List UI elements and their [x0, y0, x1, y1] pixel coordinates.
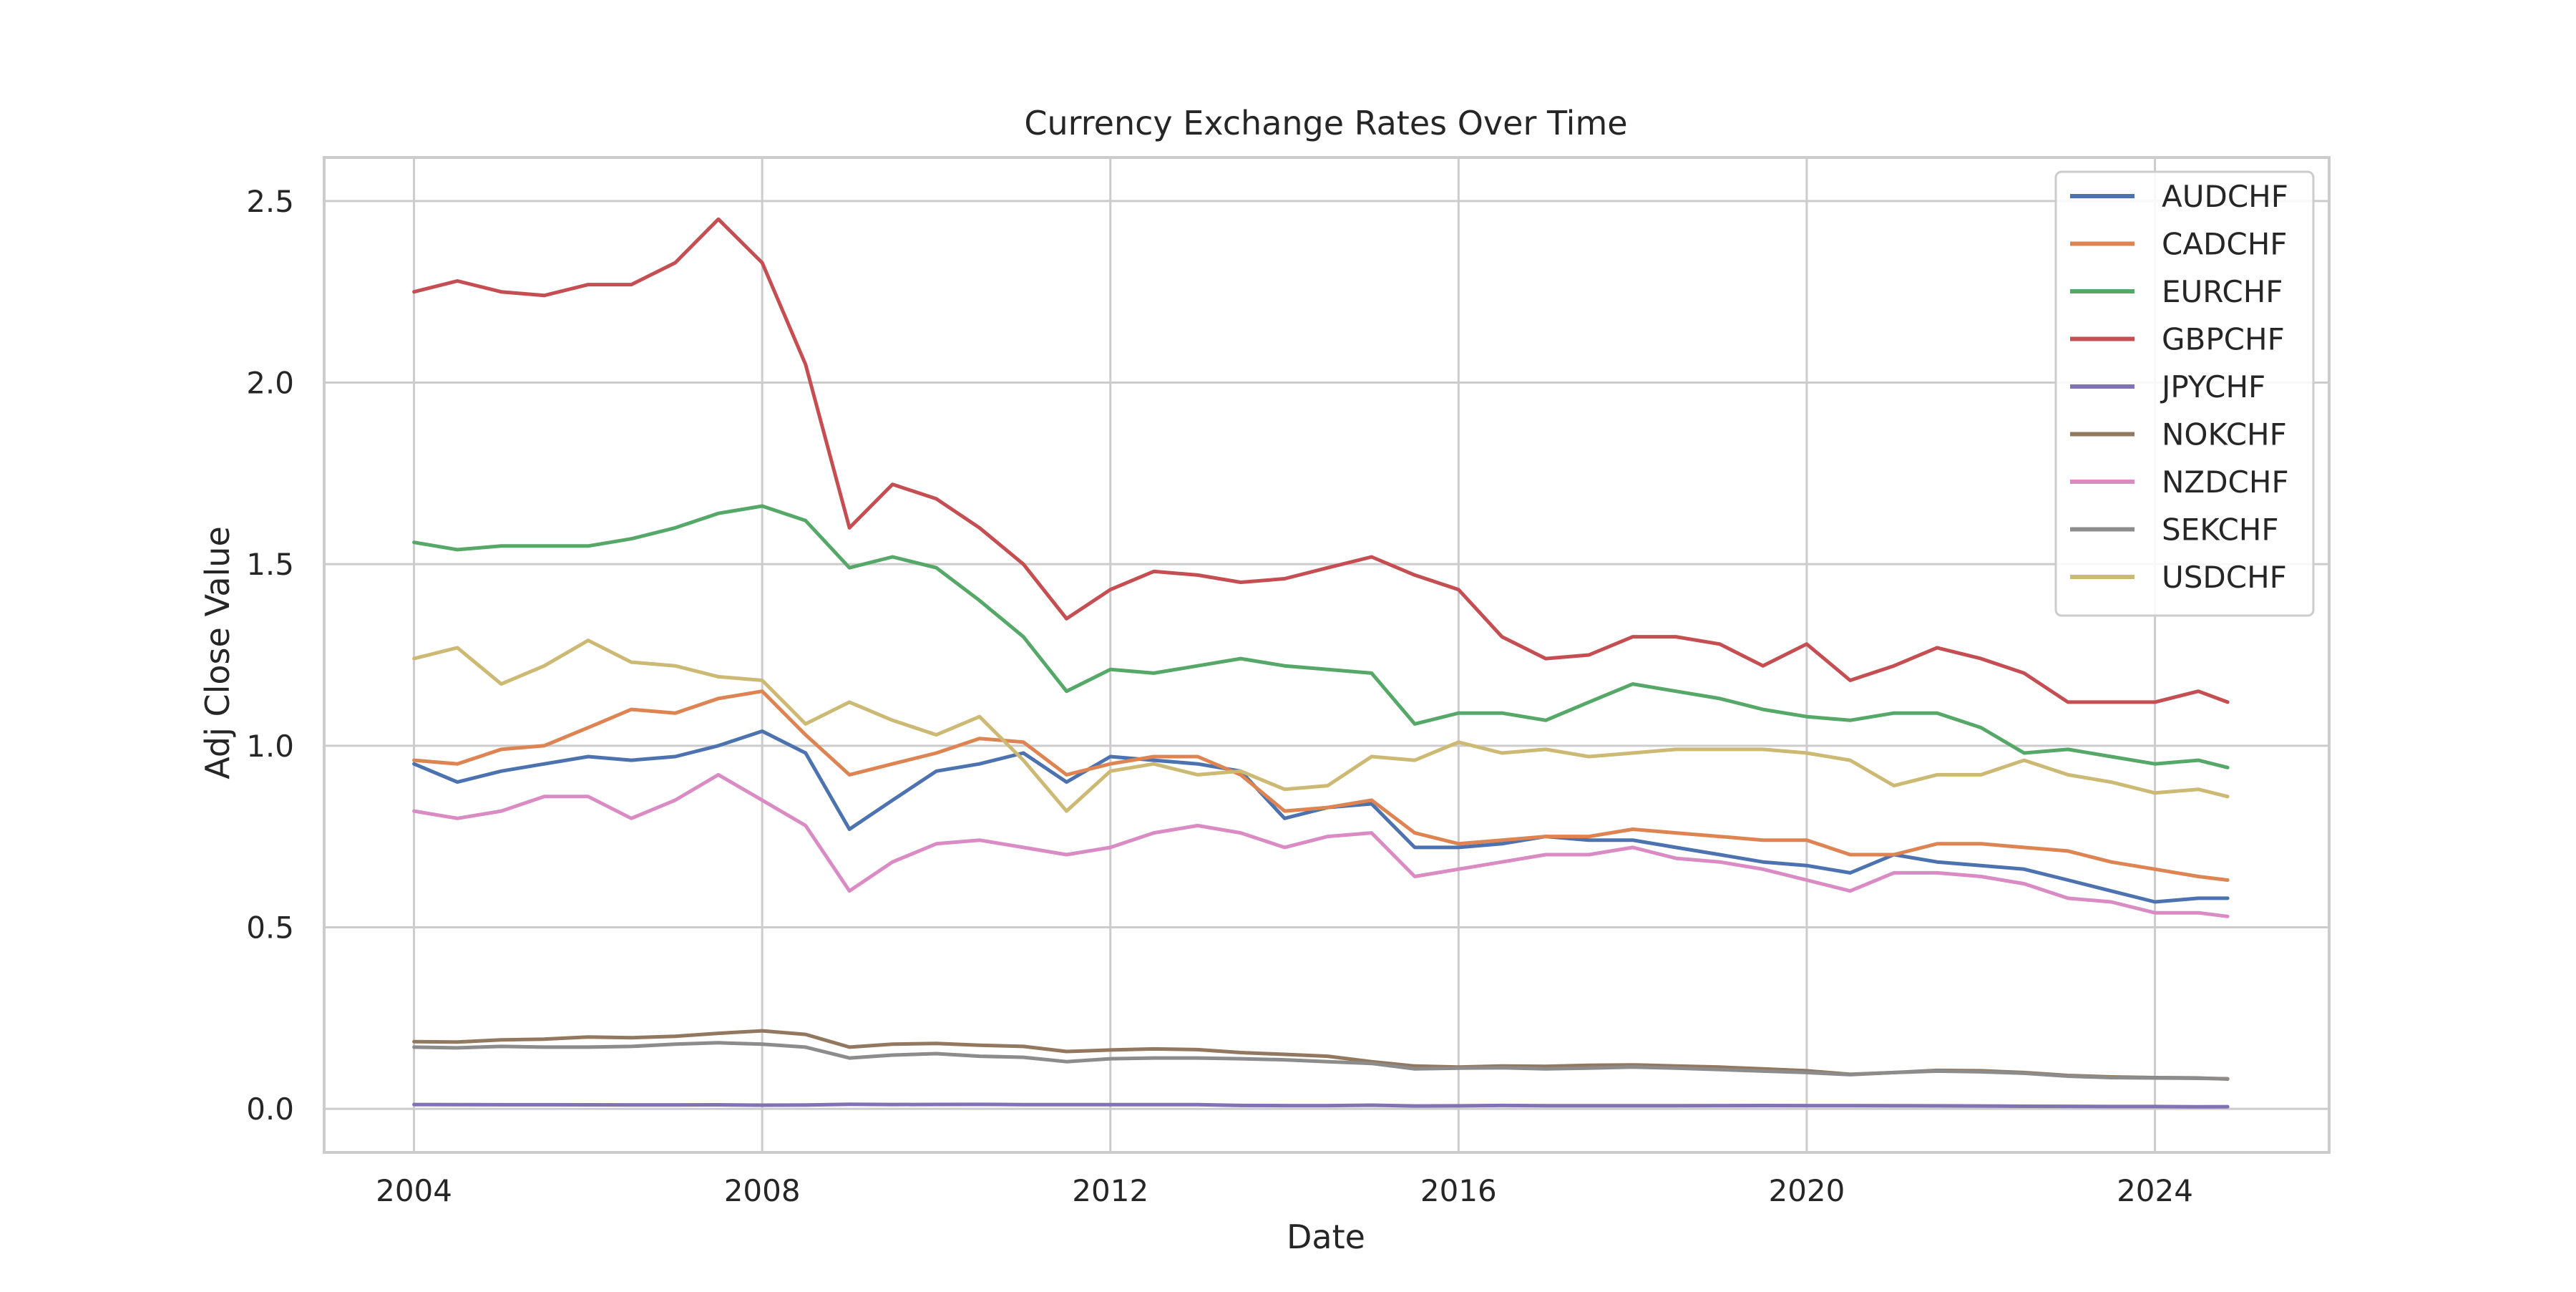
- plot-frame: [323, 156, 2331, 1154]
- x-tick-label: 2020: [1768, 1173, 1845, 1208]
- legend-label-nzdchf: NZDCHF: [2162, 465, 2289, 500]
- y-tick-label: 1.5: [246, 547, 294, 582]
- series-line-cadchf: [412, 689, 2230, 882]
- legend-label-gbpchf: GBPCHF: [2162, 322, 2285, 357]
- legend-label-nokchf: NOKCHF: [2162, 417, 2287, 452]
- legend-label-eurchf: EURCHF: [2162, 274, 2283, 309]
- series-line-audchf: [412, 729, 2230, 904]
- y-tick-label: 2.5: [246, 184, 294, 219]
- x-axis-title: Date: [1287, 1218, 1365, 1256]
- tick-labels: 2004 2008 2012 2016 2020 2024 0.0 0.5 1.0 1.5 2.0 2…: [246, 184, 2193, 1208]
- series-line-sekchf: [412, 1041, 2230, 1081]
- legend-label-sekchf: SEKCHF: [2162, 513, 2279, 548]
- x-tick-label: 2004: [376, 1173, 452, 1208]
- legend-label-audchf: AUDCHF: [2162, 179, 2288, 214]
- grid: [324, 157, 2329, 1152]
- x-tick-label: 2012: [1072, 1173, 1148, 1208]
- series-line-nzdchf: [412, 772, 2230, 918]
- legend: AUDCHF CADCHF EURCHF GBPCHF JPYCHF NOKCHF NZDC…: [2054, 170, 2315, 617]
- series-line-eurchf: [412, 504, 2230, 769]
- y-tick-label: 2.0: [246, 366, 294, 401]
- legend-label-jpychf: JPYCHF: [2160, 369, 2265, 404]
- y-tick-label: 1.0: [246, 729, 294, 764]
- legend-box: [2054, 170, 2315, 617]
- x-tick-label: 2016: [1420, 1173, 1497, 1208]
- y-tick-label: 0.5: [246, 910, 294, 945]
- x-tick-label: 2024: [2117, 1173, 2193, 1208]
- series-line-gbpchf: [412, 217, 2230, 704]
- y-axis-title: Adj Close Value: [198, 526, 237, 779]
- series-line-usdchf: [412, 638, 2230, 813]
- legend-label-cadchf: CADCHF: [2162, 227, 2287, 262]
- series-lines: [412, 217, 2230, 1109]
- legend-label-usdchf: USDCHF: [2162, 560, 2287, 595]
- y-tick-label: 0.0: [246, 1092, 294, 1127]
- x-tick-label: 2008: [724, 1173, 801, 1208]
- series-line-jpychf: [412, 1102, 2230, 1109]
- chart-title: Currency Exchange Rates Over Time: [1024, 104, 1627, 142]
